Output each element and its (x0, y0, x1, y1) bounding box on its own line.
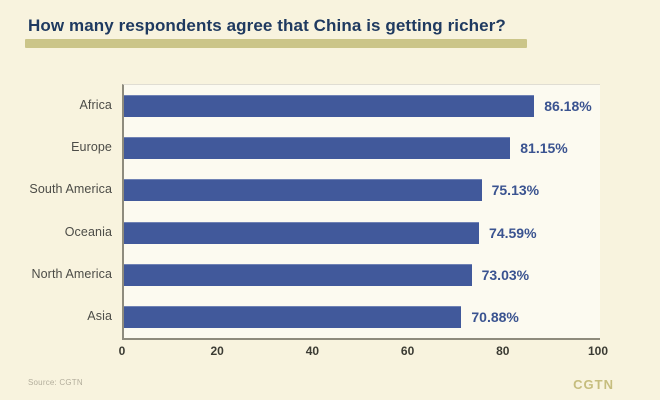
bar-africa (124, 95, 535, 118)
x-tick-label: 20 (210, 344, 224, 358)
chart-title: How many respondents agree that China is… (28, 16, 506, 35)
chart-row: 73.03% (124, 254, 600, 296)
x-tick-label: 40 (305, 344, 320, 358)
plot-area: 86.18% 81.15% 75.13% 74.59% 73.03% 70.88% (122, 84, 600, 340)
bar-europe (124, 137, 511, 160)
category-label: Asia (87, 308, 112, 323)
bar-north-america (124, 263, 472, 286)
x-tick-label: 100 (587, 344, 609, 358)
value-label: 73.03% (481, 266, 530, 283)
chart-row: 75.13% (124, 169, 600, 211)
x-tick-label: 60 (400, 344, 415, 358)
chart-row: 70.88% (124, 296, 600, 338)
chart-header: How many respondents agree that China is… (25, 16, 527, 48)
value-label: 70.88% (471, 308, 519, 325)
cgtn-logo: CGTN (573, 377, 614, 392)
chart-row: 86.18% (124, 85, 600, 127)
category-axis: Africa Europe South America Oceania North Am… (0, 84, 112, 337)
chart-row: 81.15% (124, 127, 600, 169)
value-label: 86.18% (544, 98, 592, 115)
category-label: Africa (79, 98, 112, 113)
title-underline-highlight (25, 39, 527, 48)
x-axis: 0 20 40 60 80 100 (0, 344, 660, 364)
chart-row: 74.59% (124, 212, 600, 254)
bar-south-america (124, 179, 482, 202)
x-tick-label: 80 (496, 344, 510, 358)
category-label: Oceania (64, 224, 112, 239)
category-label: North America (31, 266, 112, 281)
value-label: 75.13% (491, 182, 540, 199)
x-tick-label: 0 (118, 344, 126, 358)
bar-asia (124, 305, 462, 328)
category-label: Europe (71, 140, 112, 155)
bar-oceania (124, 221, 480, 244)
value-label: 81.15% (520, 140, 568, 157)
value-label: 74.59% (489, 224, 537, 241)
source-note: Source: CGTN (28, 378, 83, 387)
category-label: South America (29, 182, 112, 197)
